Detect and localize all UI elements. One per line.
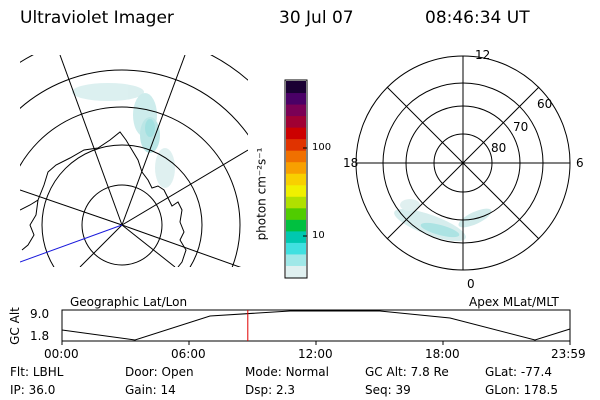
timeline-xtick-0000: 00:00 <box>44 347 79 361</box>
colorbar-segment <box>286 207 306 220</box>
info-flt: Flt: LBHL <box>10 365 64 379</box>
apex-panel-label: Apex MLat/MLT <box>469 295 559 309</box>
colorbar-segment <box>286 230 306 243</box>
colorbar-segment <box>286 104 306 117</box>
aurora-emission-right <box>394 199 492 242</box>
geographic-panel-label: Geographic Lat/Lon <box>70 295 188 309</box>
mlat-label-70: 70 <box>513 120 529 134</box>
colorbar-unit-label: photon cm⁻²s⁻¹ <box>254 147 269 241</box>
mlt-polar-plot <box>355 55 571 271</box>
mlat-label-80: 80 <box>491 141 507 155</box>
mlt-label-0: 0 <box>467 277 475 291</box>
colorbar-segment <box>286 242 306 255</box>
colorbar-segment <box>286 184 306 197</box>
colorbar-segment <box>286 81 306 94</box>
timeline-ytitle: GC Alt <box>7 307 22 345</box>
colorbar-segment <box>286 173 306 186</box>
date-display: 30 Jul 07 <box>279 8 354 28</box>
colorbar <box>284 79 308 279</box>
altitude-timeline <box>61 309 571 345</box>
colorbar-segment <box>286 161 306 174</box>
coastline <box>20 131 187 267</box>
lat-circles-left <box>20 55 248 267</box>
mlt-label-18: 18 <box>343 156 359 170</box>
info-ip: IP: 36.0 <box>10 383 56 397</box>
mlat-label-60: 60 <box>537 97 553 111</box>
mlt-label-6: 6 <box>576 156 584 170</box>
timeline-xtick-1800: 18:00 <box>425 347 460 361</box>
colorbar-segment <box>286 253 306 266</box>
colorbar-segment <box>286 196 306 209</box>
info-mode: Mode: Normal <box>245 365 329 379</box>
info-gain: Gain: 14 <box>125 383 176 397</box>
timeline-xtick-0600: 06:00 <box>171 347 206 361</box>
colorbar-segment <box>286 92 306 105</box>
aurora-emission-left <box>72 83 175 188</box>
info-gc-alt: GC Alt: 7.8 Re <box>365 365 449 379</box>
info-glon: GLon: 178.5 <box>485 383 558 397</box>
info-dsp: Dsp: 2.3 <box>245 383 296 397</box>
colorbar-segment <box>286 265 306 278</box>
colorbar-segment <box>286 219 306 232</box>
info-door: Door: Open <box>125 365 194 379</box>
timeline-ytick-1-8: 1.8 <box>30 329 50 343</box>
info-glat: GLat: -77.4 <box>485 365 552 379</box>
colorbar-segment <box>286 150 306 163</box>
time-display: 08:46:34 UT <box>425 8 530 28</box>
app-title: Ultraviolet Imager <box>20 8 174 28</box>
info-seq: Seq: 39 <box>365 383 411 397</box>
geographic-map <box>20 55 248 267</box>
terminator-line <box>20 224 123 263</box>
timeline-ytick-9: 9.0 <box>30 307 50 321</box>
colorbar-ticks <box>303 147 307 237</box>
timeline-xtick-1200: 12:00 <box>298 347 333 361</box>
colorbar-segment <box>286 115 306 128</box>
colorbar-tick-10: 10 <box>312 230 325 241</box>
colorbar-segment <box>286 138 306 151</box>
colorbar-segment <box>286 127 306 140</box>
colorbar-tick-100: 100 <box>312 142 332 153</box>
mlt-label-12: 12 <box>475 48 491 62</box>
timeline-xtick-2359: 23:59 <box>551 347 586 361</box>
